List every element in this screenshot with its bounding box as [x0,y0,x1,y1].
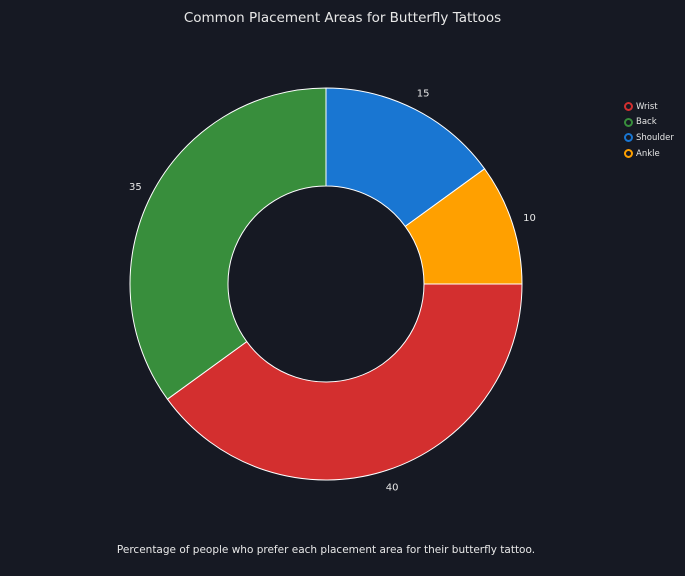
legend-item-shoulder[interactable]: Shoulder [624,130,674,146]
legend-marker-icon [624,149,633,159]
slice-wrist [166,283,523,481]
data-label-back: 35 [129,182,142,193]
data-label-wrist: 40 [386,483,399,494]
data-label-ankle: 10 [523,213,536,224]
legend-label: Back [636,117,657,128]
legend-marker-icon [624,117,633,127]
chart-caption: Percentage of people who prefer each pla… [116,544,536,556]
chart-title: Common Placement Areas for Butterfly Tat… [183,10,502,26]
legend-item-wrist[interactable]: Wrist [624,99,674,115]
donut-slices [129,87,523,481]
slice-back [129,87,327,400]
data-label-shoulder: 15 [417,88,430,99]
legend-marker-icon [624,133,633,143]
chart-legend: Wrist Back Shoulder Ankle [624,99,674,161]
legend-label: Wrist [636,101,658,112]
legend-marker-icon [624,102,633,112]
legend-label: Ankle [636,148,660,159]
legend-item-back[interactable]: Back [624,115,674,131]
legend-label: Shoulder [636,132,674,143]
donut-labels: 15 10 40 35 [129,88,536,493]
legend-item-ankle[interactable]: Ankle [624,146,674,162]
